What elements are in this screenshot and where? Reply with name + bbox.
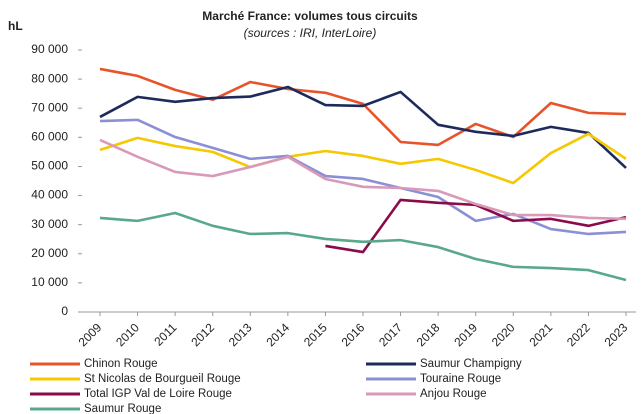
y-tick-label: 40 000: [31, 188, 68, 202]
series-line: [99, 118, 627, 236]
series-line: [325, 198, 627, 254]
x-tick-label: 2013: [226, 320, 255, 349]
legend-label: St Nicolas de Bourgueil Rouge: [84, 373, 241, 385]
y-tick-label: 30 000: [31, 217, 68, 231]
y-tick-label: 90 000: [31, 42, 68, 56]
y-tick-label: 50 000: [31, 159, 68, 173]
x-tick-label: 2011: [151, 320, 179, 348]
x-tick-label: 2020: [489, 320, 518, 349]
x-tick-label: 2015: [301, 320, 330, 349]
x-tick-label: 2022: [564, 320, 593, 349]
x-tick-label: 2010: [113, 320, 142, 349]
x-tick-label: 2023: [602, 320, 631, 349]
x-tick-label: 2018: [414, 320, 443, 349]
legend-label: Saumur Champigny: [420, 358, 522, 370]
legend-label: Touraine Rouge: [420, 373, 501, 385]
y-tick-label: 10 000: [31, 275, 68, 289]
series-line: [99, 132, 627, 185]
chart-subtitle: (sources : IRI, InterLoire): [244, 26, 377, 40]
y-tick-label: 20 000: [31, 246, 68, 260]
y-tick-label: 70 000: [31, 100, 68, 114]
x-tick-label: 2012: [188, 320, 217, 349]
y-axis-label: hL: [8, 19, 23, 33]
y-tick-label: 60 000: [31, 130, 68, 144]
legend-label: Saumur Rouge: [84, 403, 161, 414]
series-line: [99, 138, 627, 221]
series-line: [99, 67, 627, 147]
y-tick-label: 0: [61, 304, 68, 318]
x-tick-label: 2017: [376, 320, 405, 349]
series-line: [99, 85, 627, 169]
y-tick-label: 80 000: [31, 71, 68, 85]
chart-title: Marché France: volumes tous circuits: [202, 9, 418, 23]
series-line: [99, 211, 627, 282]
x-tick-label: 2021: [526, 320, 555, 349]
legend-label: Chinon Rouge: [84, 358, 158, 370]
legend-label: Total IGP Val de Loire Rouge: [84, 388, 232, 400]
x-tick-label: 2014: [263, 320, 292, 349]
x-tick-label: 2016: [339, 320, 368, 349]
legend-label: Anjou Rouge: [420, 388, 487, 400]
x-tick-label: 2009: [76, 320, 105, 349]
x-tick-label: 2019: [451, 320, 480, 349]
